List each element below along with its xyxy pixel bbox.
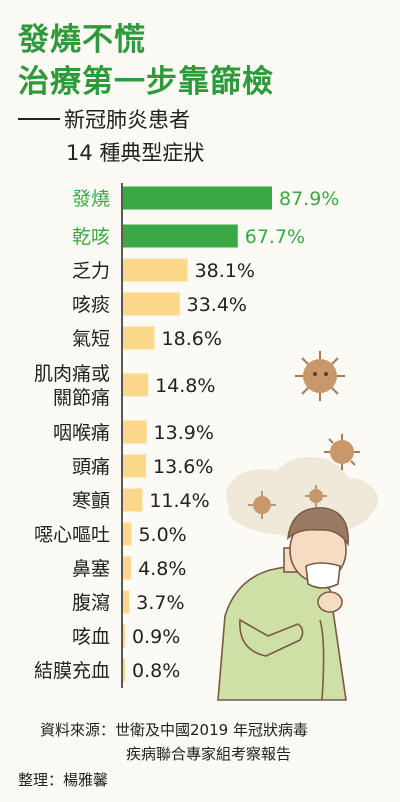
bar bbox=[123, 658, 125, 682]
category-label: 肌肉痛或關節痛 bbox=[34, 363, 110, 409]
category-label: 鼻塞 bbox=[72, 558, 110, 580]
value-label: 11.4% bbox=[149, 490, 209, 512]
category-label: 咳痰 bbox=[72, 294, 110, 316]
value-label: 33.4% bbox=[187, 294, 247, 316]
category-label: 結膜充血 bbox=[34, 660, 110, 682]
illustration bbox=[217, 351, 378, 701]
value-label: 14.8% bbox=[155, 375, 215, 397]
source-line-1: 資料來源：世衛及中國2019 年冠狀病毒 bbox=[40, 721, 308, 739]
category-label: 寒顫 bbox=[72, 490, 110, 512]
bar bbox=[123, 488, 143, 512]
title-line-2: 治療第一步靠篩檢 bbox=[18, 64, 274, 100]
value-label: 13.6% bbox=[153, 456, 213, 478]
bar bbox=[123, 624, 125, 648]
value-label: 4.8% bbox=[138, 558, 186, 580]
category-label: 乏力 bbox=[72, 260, 110, 282]
subtitle-line-1: 新冠肺炎患者 bbox=[18, 104, 190, 134]
virus-icon bbox=[295, 351, 345, 401]
category-label: 咽喉痛 bbox=[53, 422, 110, 444]
category-label: 乾咳 bbox=[72, 226, 110, 248]
value-label: 67.7% bbox=[245, 226, 305, 248]
subtitle-line-2: 14 種典型症狀 bbox=[66, 141, 205, 165]
person-coughing-icon bbox=[217, 507, 349, 701]
virus-icon bbox=[248, 491, 276, 519]
subtitle-text-1: 新冠肺炎患者 bbox=[64, 108, 190, 132]
bar bbox=[123, 420, 147, 444]
dash-divider bbox=[18, 118, 60, 120]
category-label: 頭痛 bbox=[72, 456, 110, 478]
category-label: 腹瀉 bbox=[72, 592, 110, 614]
bar bbox=[123, 454, 147, 478]
virus-icon bbox=[324, 434, 360, 470]
editor-credit: 整理：楊雅馨 bbox=[18, 771, 109, 789]
bar bbox=[123, 292, 180, 316]
value-label: 0.9% bbox=[132, 626, 180, 648]
bar bbox=[123, 522, 132, 546]
title-line-1: 發燒不慌 bbox=[18, 22, 146, 58]
value-label: 87.9% bbox=[279, 188, 339, 210]
bar bbox=[123, 258, 188, 282]
value-label: 13.9% bbox=[154, 422, 214, 444]
category-label: 噁心嘔吐 bbox=[34, 524, 110, 546]
bar bbox=[123, 373, 149, 397]
bar bbox=[123, 556, 132, 580]
bar bbox=[123, 224, 238, 248]
value-label: 3.7% bbox=[136, 592, 184, 614]
category-label: 咳血 bbox=[72, 626, 110, 648]
category-label: 氣短 bbox=[72, 328, 110, 350]
bar bbox=[123, 326, 155, 350]
source-line-2: 疾病聯合專家組考察報告 bbox=[126, 745, 292, 763]
bar bbox=[123, 590, 130, 614]
value-label: 5.0% bbox=[138, 524, 186, 546]
bar bbox=[123, 186, 272, 210]
value-label: 0.8% bbox=[132, 660, 180, 682]
category-label: 發燒 bbox=[72, 188, 110, 210]
value-label: 38.1% bbox=[195, 260, 255, 282]
value-label: 18.6% bbox=[162, 328, 222, 350]
virus-icon bbox=[305, 485, 327, 507]
